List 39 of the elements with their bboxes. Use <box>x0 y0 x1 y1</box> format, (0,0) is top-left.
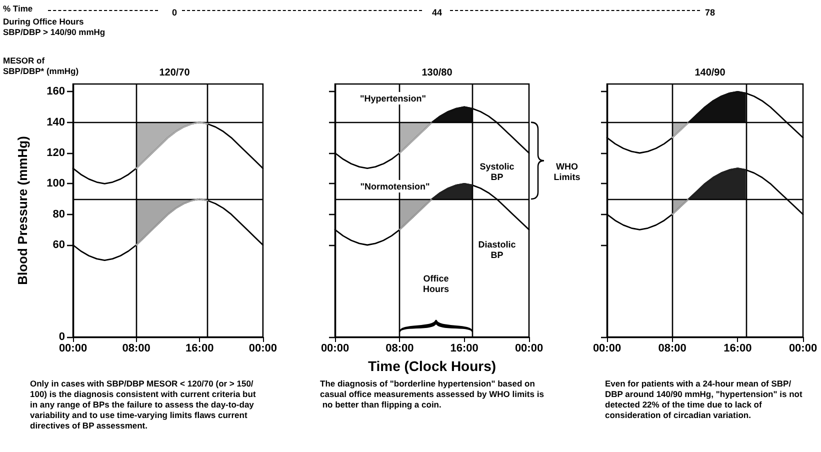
x-tick-label: 16:00 <box>450 342 478 354</box>
chart-subtitle: 0 <box>172 8 178 18</box>
y-tick-label: 160 <box>46 86 65 98</box>
y-tick-label: 0 <box>58 331 65 343</box>
x-axis-title: Time (Clock Hours) <box>368 358 496 374</box>
x-tick-label: 16:00 <box>724 342 752 354</box>
chart-title: 140/90 <box>694 68 726 78</box>
annotation: Office Hours <box>422 273 450 294</box>
chart-title: 120/70 <box>159 68 190 78</box>
x-tick-label: 00:00 <box>514 342 544 354</box>
text: Only in cases with SBP/DBP MESOR < 120/70 (or > 150/100) is the diagnosis consistent with current criteria but in any range of BPs the failure to assess the day-to-day variability and to use time-varying limits flaws current directives of BP assessment. <box>30 378 258 430</box>
text: The diagnosis of "borderline hypertension" based on casual office measurements assessed by WHO limits is no better than flipping a coin. <box>320 378 544 410</box>
chart-subtitle: 78 <box>704 8 716 18</box>
text: % Time <box>3 3 33 14</box>
x-tick-label: 00:00 <box>320 342 350 354</box>
annotation: "Normotension" <box>360 181 430 192</box>
x-tick-label: 08:00 <box>386 342 414 354</box>
x-tick-label: 00:00 <box>248 342 278 354</box>
x-tick-label: 08:00 <box>122 342 150 354</box>
x-tick-label: 00:00 <box>788 342 818 354</box>
chart-subtitle: 44 <box>432 8 442 18</box>
text: Even for patients with a 24-hour mean of SBP/DBP around 140/90 mmHg, "hypertension" is not detected 22% of the time due to lack of consideration of circadian variation. <box>605 378 805 420</box>
y-tick-label: 140 <box>46 116 65 128</box>
y-axis-title: Blood Pressure (mmHg) <box>15 136 30 285</box>
text: WHO Limits <box>554 161 580 182</box>
text: During Office Hours SBP/DBP > 140/90 mmHg <box>3 16 106 37</box>
x-tick-label: 00:00 <box>58 342 88 354</box>
chart-title: 130/80 <box>422 68 453 78</box>
y-tick-label: 60 <box>52 239 65 251</box>
y-tick-label: 100 <box>46 178 65 190</box>
x-tick-label: 08:00 <box>658 342 686 354</box>
x-tick-label: 00:00 <box>592 342 622 354</box>
annotation: Systolic BP <box>480 161 514 182</box>
text: MESOR of SBP/DBP* (mmHg) <box>3 55 79 76</box>
y-tick-label: 80 <box>52 208 65 220</box>
annotation: "Hypertension" <box>360 93 426 104</box>
annotation: Diastolic BP <box>478 239 516 260</box>
x-tick-label: 16:00 <box>186 342 214 354</box>
y-tick-label: 120 <box>46 147 65 159</box>
